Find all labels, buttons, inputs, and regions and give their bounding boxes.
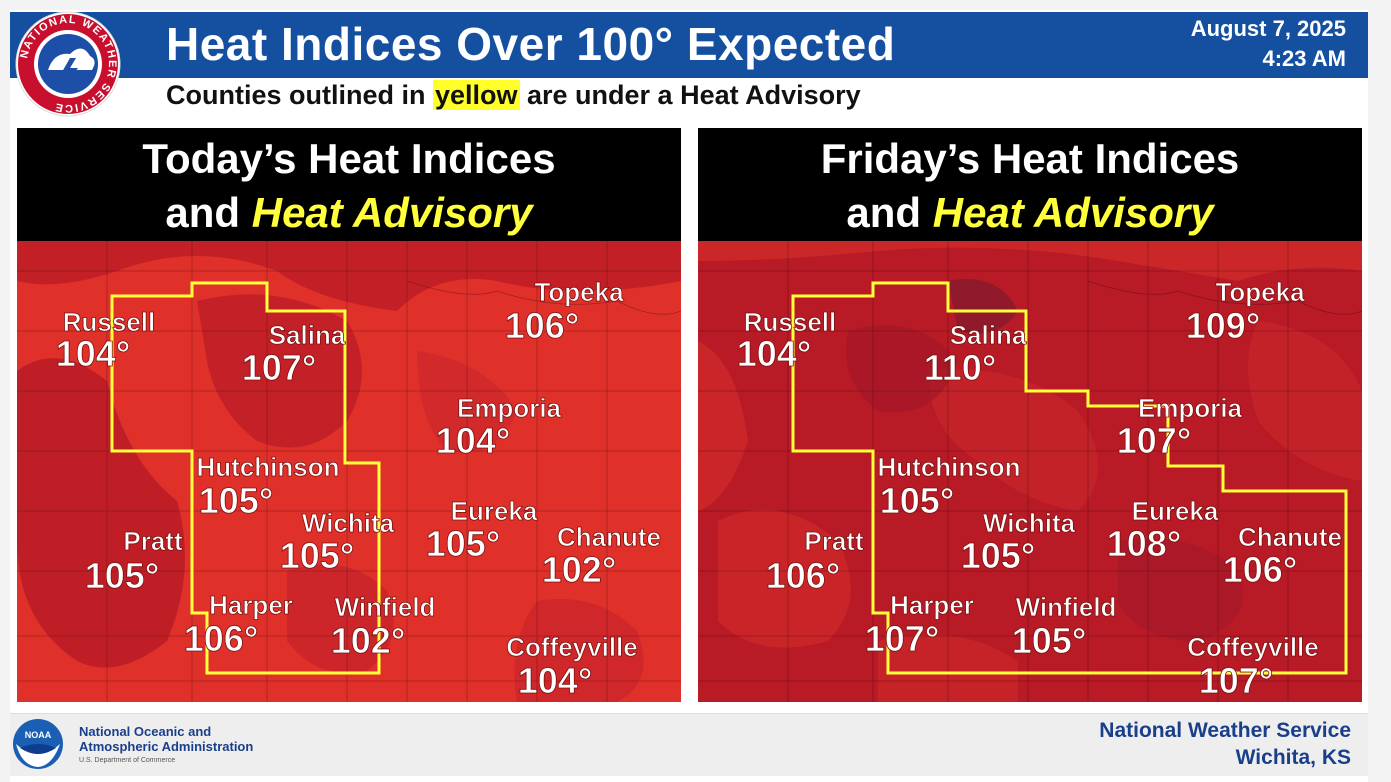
city-label-winfield: Winfield — [1016, 592, 1117, 622]
issue-time: 4:23 AM — [1262, 46, 1346, 71]
city-value-winfield: 102° — [331, 620, 405, 661]
city-label-pratt: Pratt — [804, 526, 864, 556]
city-label-emporia: Emporia — [457, 393, 562, 423]
city-label-hutchinson: Hutchinson — [878, 452, 1021, 482]
advisory-outline-today — [110, 281, 381, 675]
panel-friday-title-and: and — [846, 189, 933, 236]
city-label-chanute: Chanute — [557, 522, 661, 552]
advisory-outline-friday — [791, 281, 1348, 675]
city-value-salina: 110° — [924, 347, 996, 388]
map-friday: Russell 104° Salina 110° Topeka 109° Emp… — [698, 241, 1362, 702]
city-label-russell: Russell — [63, 307, 156, 337]
city-label-topeka: Topeka — [1215, 277, 1305, 307]
city-value-topeka: 109° — [1186, 305, 1260, 346]
city-value-russell: 104° — [737, 333, 811, 374]
panel-today: Today’s Heat Indices and Heat Advisory — [17, 128, 681, 702]
city-value-coffeyville: 107° — [1199, 660, 1273, 701]
panel-friday-title: Friday’s Heat Indices and Heat Advisory — [698, 128, 1362, 240]
noaa-logo: NOAA — [13, 719, 63, 769]
footer-bar — [10, 713, 1368, 776]
city-label-hutchinson: Hutchinson — [197, 452, 340, 482]
city-label-chanute: Chanute — [1238, 522, 1342, 552]
city-value-russell: 104° — [56, 333, 130, 374]
city-value-eureka: 108° — [1107, 523, 1181, 564]
city-value-winfield: 105° — [1012, 620, 1086, 661]
city-value-hutchinson: 105° — [199, 480, 273, 521]
city-value-harper: 106° — [184, 618, 258, 659]
noaa-logo-text: NOAA — [25, 730, 52, 740]
city-label-eureka: Eureka — [1132, 496, 1219, 526]
city-value-coffeyville: 104° — [518, 660, 592, 701]
noaa-department: U.S. Department of Commerce — [79, 757, 176, 764]
panel-friday-title-advisory: Heat Advisory — [932, 189, 1214, 236]
city-label-emporia: Emporia — [1138, 393, 1243, 423]
map-today: Russell 104° Salina 107° Topeka 106° Emp… — [17, 241, 681, 702]
city-value-salina: 107° — [242, 347, 316, 388]
city-label-coffeyville: Coffeyville — [1187, 632, 1319, 662]
page-title: Heat Indices Over 100° Expected — [166, 18, 896, 70]
city-label-wichita: Wichita — [983, 508, 1076, 538]
noaa-name-line1: National Oceanic and — [79, 724, 212, 739]
panel-today-title-advisory: Heat Advisory — [251, 189, 533, 236]
city-value-emporia: 104° — [436, 420, 510, 461]
panel-today-title-and: and — [165, 189, 252, 236]
issue-date: August 7, 2025 — [1190, 16, 1346, 41]
city-label-salina: Salina — [950, 320, 1027, 350]
noaa-name: National Oceanic and Atmospheric Adminis… — [79, 724, 253, 754]
subtitle: Counties outlined in yellow are under a … — [166, 80, 861, 111]
city-value-chanute: 106° — [1223, 549, 1297, 590]
city-label-salina: Salina — [269, 320, 346, 350]
city-label-harper: Harper — [890, 590, 974, 620]
city-value-pratt: 106° — [766, 555, 840, 596]
panel-friday: Friday’s Heat Indices and Heat Advisory — [698, 128, 1362, 702]
subtitle-highlight: yellow — [432, 80, 520, 110]
city-value-topeka: 106° — [505, 305, 579, 346]
city-label-topeka: Topeka — [534, 277, 624, 307]
nws-office-location: Wichita, KS — [1235, 746, 1351, 769]
city-label-winfield: Winfield — [335, 592, 436, 622]
city-value-eureka: 105° — [426, 523, 500, 564]
city-label-wichita: Wichita — [302, 508, 395, 538]
nws-office-name: National Weather Service — [1099, 719, 1351, 742]
city-value-emporia: 107° — [1117, 420, 1191, 461]
city-value-pratt: 105° — [85, 555, 159, 596]
city-value-wichita: 105° — [280, 535, 354, 576]
noaa-name-line2: Atmospheric Administration — [79, 739, 254, 754]
city-value-chanute: 102° — [542, 549, 616, 590]
city-label-russell: Russell — [744, 307, 837, 337]
city-label-eureka: Eureka — [451, 496, 538, 526]
city-label-harper: Harper — [209, 590, 293, 620]
panel-friday-title-line2: and Heat Advisory — [698, 186, 1362, 240]
subtitle-text-end: are under a Heat Advisory — [519, 80, 861, 110]
panel-friday-title-line1: Friday’s Heat Indices — [820, 135, 1240, 182]
city-value-hutchinson: 105° — [880, 480, 954, 521]
subtitle-text-start: Counties outlined in — [166, 80, 433, 110]
panel-today-title: Today’s Heat Indices and Heat Advisory — [17, 128, 681, 240]
city-label-pratt: Pratt — [123, 526, 183, 556]
header-banner — [10, 12, 1368, 78]
city-value-harper: 107° — [865, 618, 939, 659]
city-label-coffeyville: Coffeyville — [506, 632, 638, 662]
panel-today-title-line2: and Heat Advisory — [17, 186, 681, 240]
panel-today-title-line1: Today’s Heat Indices — [142, 135, 556, 182]
nws-logo: NATIONAL WEATHER SERVICE — [15, 11, 121, 117]
city-value-wichita: 105° — [961, 535, 1035, 576]
